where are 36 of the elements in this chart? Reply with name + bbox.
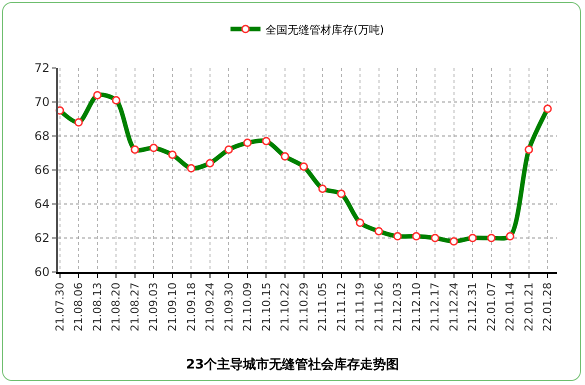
x-tick-label: 21.10.29 (297, 282, 310, 332)
legend-label: 全国无缝管材库存(万吨) (266, 23, 384, 36)
x-tick-label: 21.08.20 (110, 282, 123, 332)
y-tick-label: 72 (34, 61, 50, 76)
x-tick-label: 22.01.14 (504, 282, 517, 332)
x-tick-label: 21.07.30 (53, 282, 66, 332)
y-tick-label: 60 (34, 265, 50, 280)
x-tick-label: 21.10.15 (260, 282, 273, 332)
x-tick-label: 21.08.13 (90, 282, 104, 332)
x-tick-label: 21.09.30 (222, 282, 236, 332)
x-tick-label: 21.12.31 (466, 282, 480, 332)
x-tick-label: 21.08.27 (128, 282, 142, 332)
x-tick-label: 21.11.19 (354, 282, 367, 332)
x-tick-label: 21.10.09 (241, 282, 254, 332)
x-tick-label: 21.09.18 (184, 282, 198, 332)
x-tick-label: 22.01.28 (541, 282, 554, 332)
x-tick-label: 21.11.12 (334, 282, 348, 332)
y-tick-label: 64 (34, 197, 50, 212)
x-tick-label: 21.11.26 (372, 282, 386, 332)
x-tick-label: 22.01.21 (522, 282, 536, 332)
x-tick-label: 21.12.03 (391, 282, 404, 332)
x-tick-label: 21.12.17 (428, 282, 442, 332)
y-tick-label: 70 (34, 95, 50, 110)
x-tick-label: 22.01.07 (484, 282, 498, 332)
x-tick-label: 21.10.22 (278, 282, 292, 332)
text: 23个主导城市无缝管社会库存走势图 (186, 356, 400, 373)
y-tick-label: 66 (34, 163, 50, 178)
x-tick-label: 21.09.24 (204, 282, 217, 332)
x-tick-label: 21.08.06 (72, 282, 86, 332)
x-tick-label: 21.09.03 (147, 282, 160, 332)
y-tick-label: 62 (34, 231, 50, 246)
x-tick-label: 21.12.10 (410, 282, 423, 332)
x-tick-label: 21.09.10 (166, 282, 180, 332)
y-tick-label: 68 (34, 129, 50, 144)
x-tick-label: 21.12.24 (447, 282, 460, 332)
x-tick-label: 21.11.05 (316, 282, 330, 332)
